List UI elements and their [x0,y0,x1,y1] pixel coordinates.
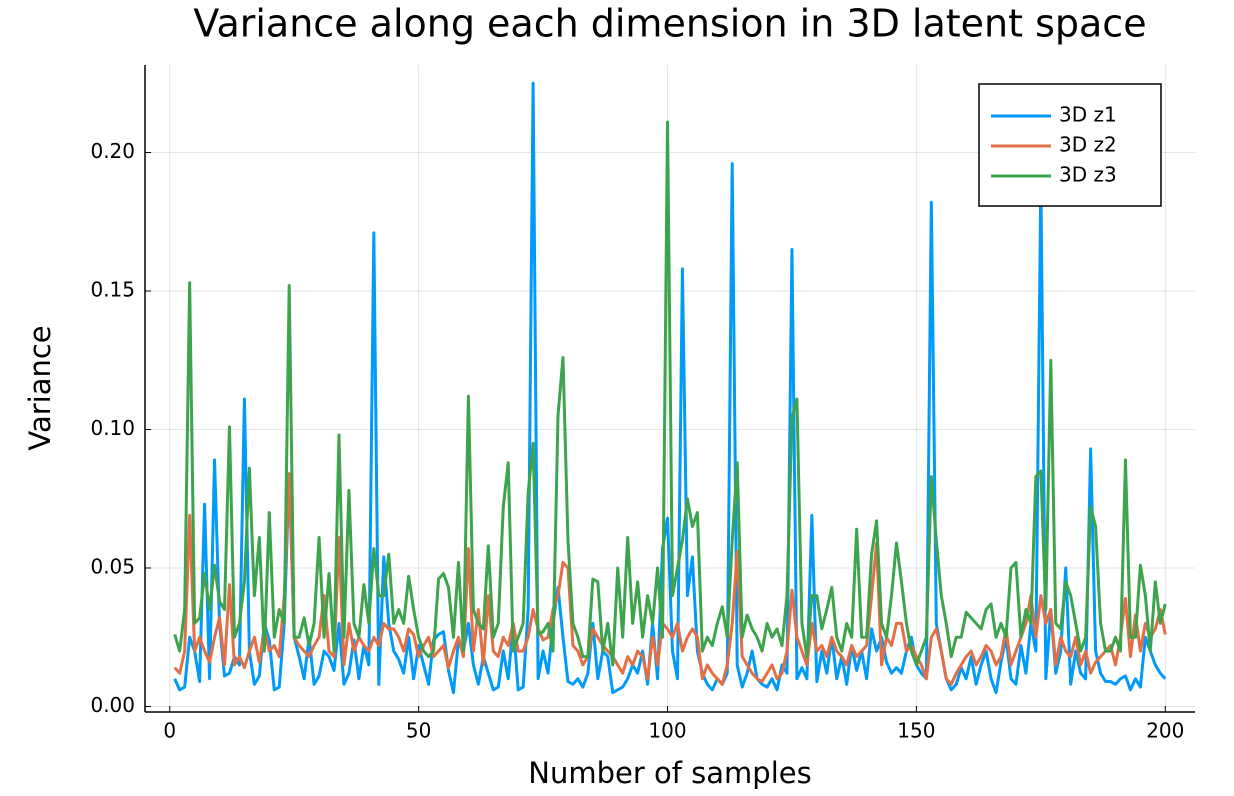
y-tick-label: 0.15 [90,278,135,302]
y-tick-label: 0.05 [90,554,135,578]
y-tick-label: 0.10 [90,416,135,440]
data-line [173,120,1167,667]
x-tick-label: 100 [648,719,686,743]
y-tick-label: 0.00 [90,693,135,717]
x-tick-label: 200 [1146,719,1184,743]
y-tick-label: 0.20 [90,139,135,163]
data-line [173,81,1167,695]
x-axis-label: Number of samples [528,756,811,790]
chart-title: Variance along each dimension in 3D late… [193,2,1146,46]
x-tick-label: 150 [897,719,935,743]
y-axis-label: Variance [23,325,57,450]
legend-label: 3D z1 [1059,103,1117,127]
data-line [173,472,1167,686]
legend-label: 3D z2 [1059,133,1117,157]
x-tick-label: 50 [406,719,431,743]
legend-label: 3D z3 [1059,163,1117,187]
x-tick-label: 0 [163,719,176,743]
